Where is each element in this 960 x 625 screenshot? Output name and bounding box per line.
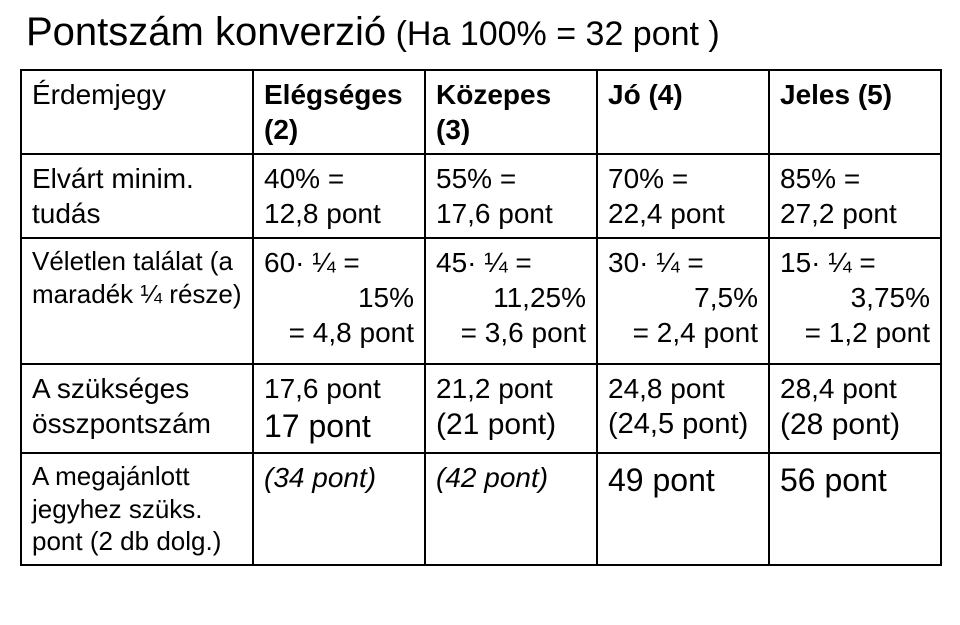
- cell-text: 49 pont: [608, 462, 715, 498]
- cell-text: = 1,2 pont: [780, 315, 930, 350]
- cell-text: A szükséges: [32, 373, 189, 404]
- cell-text: Jeles (5): [780, 79, 892, 110]
- table-row: Elvárt minim. tudás 40% = 12,8 pont 55% …: [21, 154, 941, 238]
- page-title: Pontszám konverzió (Ha 100% = 32 pont ): [26, 10, 940, 55]
- cell: 45· ¼ = 11,25% = 3,6 pont: [425, 238, 597, 364]
- cell-text: 15· ¼ =: [780, 247, 876, 278]
- header-jeles: Jeles (5): [769, 70, 941, 154]
- row-label-veletlen: Véletlen találat (a maradék ¼ része): [21, 238, 253, 364]
- cell-text: 27,2 pont: [780, 198, 897, 229]
- cell-text: 85% =: [780, 163, 860, 194]
- cell-text: A megajánlott: [32, 461, 190, 491]
- cell-text: 22,4 pont: [608, 198, 725, 229]
- cell-text: = 2,4 pont: [608, 315, 758, 350]
- cell: 60· ¼ = 15% = 4,8 pont: [253, 238, 425, 364]
- cell-text: 3,75%: [780, 280, 930, 315]
- cell-text: összpontszám: [32, 408, 211, 439]
- conversion-table: Érdemjegy Elégséges (2) Közepes (3) Jó (…: [20, 69, 942, 566]
- table-row: A szükséges összpontszám 17,6 pont 17 po…: [21, 364, 941, 453]
- cell-text: 60· ¼ =: [264, 247, 360, 278]
- cell: 15· ¼ = 3,75% = 1,2 pont: [769, 238, 941, 364]
- cell: (42 pont): [425, 453, 597, 565]
- cell-text: 12,8 pont: [264, 198, 381, 229]
- cell-text: (34 pont): [264, 462, 376, 493]
- cell-text: (28 pont): [780, 408, 900, 441]
- row-label-elvart: Elvárt minim. tudás: [21, 154, 253, 238]
- cell-text: (2): [264, 114, 298, 145]
- cell: 56 pont: [769, 453, 941, 565]
- cell: 40% = 12,8 pont: [253, 154, 425, 238]
- header-kozepes: Közepes (3): [425, 70, 597, 154]
- header-elegseges: Elégséges (2): [253, 70, 425, 154]
- row-label-megajanlott: A megajánlott jegyhez szüks. pont (2 db …: [21, 453, 253, 565]
- cell-text: 30· ¼ =: [608, 247, 704, 278]
- cell-text: Közepes: [436, 79, 551, 110]
- table-row: A megajánlott jegyhez szüks. pont (2 db …: [21, 453, 941, 565]
- row-label-szukseges: A szükséges összpontszám: [21, 364, 253, 453]
- cell: 17,6 pont 17 pont: [253, 364, 425, 453]
- title-sub: (Ha 100% = 32 pont ): [386, 15, 720, 53]
- cell-text: 70% =: [608, 163, 688, 194]
- cell: 55% = 17,6 pont: [425, 154, 597, 238]
- cell: 85% = 27,2 pont: [769, 154, 941, 238]
- cell-text: pont (2 db dolg.): [32, 526, 221, 556]
- cell-text: 17,6 pont: [264, 373, 381, 404]
- cell-text: Érdemjegy: [32, 79, 166, 110]
- cell-text: 24,8 pont: [608, 373, 725, 404]
- table-row: Érdemjegy Elégséges (2) Közepes (3) Jó (…: [21, 70, 941, 154]
- cell-text: 17,6 pont: [436, 198, 553, 229]
- cell-text: = 3,6 pont: [436, 315, 586, 350]
- cell-text: = 4,8 pont: [264, 315, 414, 350]
- cell-text: Elégséges: [264, 79, 403, 110]
- cell-text: 7,5%: [608, 280, 758, 315]
- cell-text: maradék ¼ része): [32, 279, 242, 309]
- cell-text: 28,4 pont: [780, 373, 897, 404]
- cell-text: (3): [436, 114, 470, 145]
- cell-text: jegyhez szüks.: [32, 494, 203, 524]
- cell: 24,8 pont (24,5 pont): [597, 364, 769, 453]
- cell: (34 pont): [253, 453, 425, 565]
- cell-text: (42 pont): [436, 462, 548, 493]
- cell-text: 45· ¼ =: [436, 247, 532, 278]
- cell: 28,4 pont (28 pont): [769, 364, 941, 453]
- cell-text: 15%: [264, 280, 414, 315]
- cell-text: 17 pont: [264, 408, 371, 444]
- cell-text: 56 pont: [780, 462, 887, 498]
- cell-text: Véletlen találat (a: [32, 246, 233, 276]
- table-row: Véletlen találat (a maradék ¼ része) 60·…: [21, 238, 941, 364]
- cell: 70% = 22,4 pont: [597, 154, 769, 238]
- cell-text: (24,5 pont): [608, 408, 748, 440]
- cell-text: 21,2 pont: [436, 373, 553, 404]
- cell-text: 11,25%: [436, 280, 586, 315]
- cell: 30· ¼ = 7,5% = 2,4 pont: [597, 238, 769, 364]
- cell-text: Elvárt minim.: [32, 163, 194, 194]
- cell-text: 40% =: [264, 163, 344, 194]
- title-main: Pontszám konverzió: [26, 10, 386, 54]
- header-jo: Jó (4): [597, 70, 769, 154]
- cell-text: 55% =: [436, 163, 516, 194]
- cell-text: Jó (4): [608, 79, 683, 110]
- cell: 21,2 pont (21 pont): [425, 364, 597, 453]
- cell-text: tudás: [32, 198, 101, 229]
- page: Pontszám konverzió (Ha 100% = 32 pont ) …: [0, 0, 960, 625]
- cell-text: (21 pont): [436, 408, 556, 441]
- cell: 49 pont: [597, 453, 769, 565]
- header-erdemjegy: Érdemjegy: [21, 70, 253, 154]
